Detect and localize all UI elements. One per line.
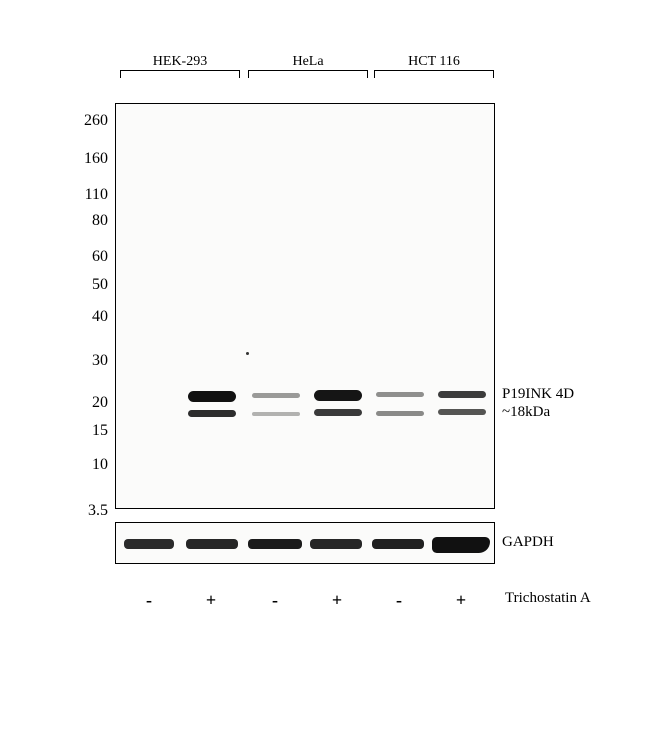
treatment-row: - + - + - +: [115, 590, 495, 620]
band: [376, 392, 424, 397]
mw-tick: 3.5: [88, 502, 108, 520]
loading-control-label: GAPDH: [502, 534, 554, 551]
gapdh-band: [186, 539, 238, 549]
band: [314, 390, 362, 401]
target-mw-label: ~18kDa: [502, 404, 550, 421]
bracket-hct116: HCT 116: [374, 70, 494, 78]
mw-tick: 80: [92, 212, 108, 230]
lane-5: [432, 104, 492, 508]
gapdh-band: [310, 539, 362, 549]
treatment-symbol: -: [272, 590, 278, 611]
treatment-symbol: +: [332, 590, 342, 611]
mw-tick: 110: [85, 186, 108, 204]
band: [188, 410, 236, 417]
western-blot-figure: HEK-293 HeLa HCT 116 260 160 110 80 60 5…: [60, 70, 600, 100]
lane-2: [246, 104, 306, 508]
molecular-weight-ladder: 260 160 110 80 60 50 40 30 20 15 10 3.5: [60, 108, 110, 508]
target-protein-label: P19INK 4D: [502, 386, 574, 403]
bracket-hela: HeLa: [248, 70, 368, 78]
mw-tick: 50: [92, 276, 108, 294]
lane-1: [182, 104, 242, 508]
mw-tick: 40: [92, 308, 108, 326]
band: [252, 412, 300, 416]
band: [252, 393, 300, 398]
mw-tick: 260: [84, 112, 108, 130]
gapdh-band: [124, 539, 174, 549]
band: [314, 409, 362, 416]
mw-tick: 20: [92, 394, 108, 412]
mw-tick: 60: [92, 248, 108, 266]
bracket-hek293: HEK-293: [120, 70, 240, 78]
sample-group-brackets: HEK-293 HeLa HCT 116: [60, 70, 600, 100]
band: [376, 411, 424, 416]
treatment-label: Trichostatin A: [505, 590, 591, 607]
band: [188, 391, 236, 402]
bracket-label: HCT 116: [374, 54, 494, 70]
loading-control-panel: [115, 522, 495, 564]
mw-tick: 160: [84, 150, 108, 168]
lane-3: [308, 104, 368, 508]
gapdh-band: [248, 539, 302, 549]
mw-tick: 10: [92, 456, 108, 474]
treatment-symbol: -: [146, 590, 152, 611]
band: [438, 409, 486, 415]
treatment-symbol: +: [456, 590, 466, 611]
lane-4: [370, 104, 430, 508]
lane-0: [120, 104, 180, 508]
bracket-label: HEK-293: [120, 54, 240, 70]
mw-tick: 30: [92, 352, 108, 370]
target-blot-panel: [115, 103, 495, 509]
gapdh-band: [372, 539, 424, 549]
bracket-label: HeLa: [248, 54, 368, 70]
treatment-symbol: -: [396, 590, 402, 611]
treatment-symbol: +: [206, 590, 216, 611]
band: [438, 391, 486, 398]
gapdh-band: [432, 537, 490, 553]
mw-tick: 15: [92, 422, 108, 440]
